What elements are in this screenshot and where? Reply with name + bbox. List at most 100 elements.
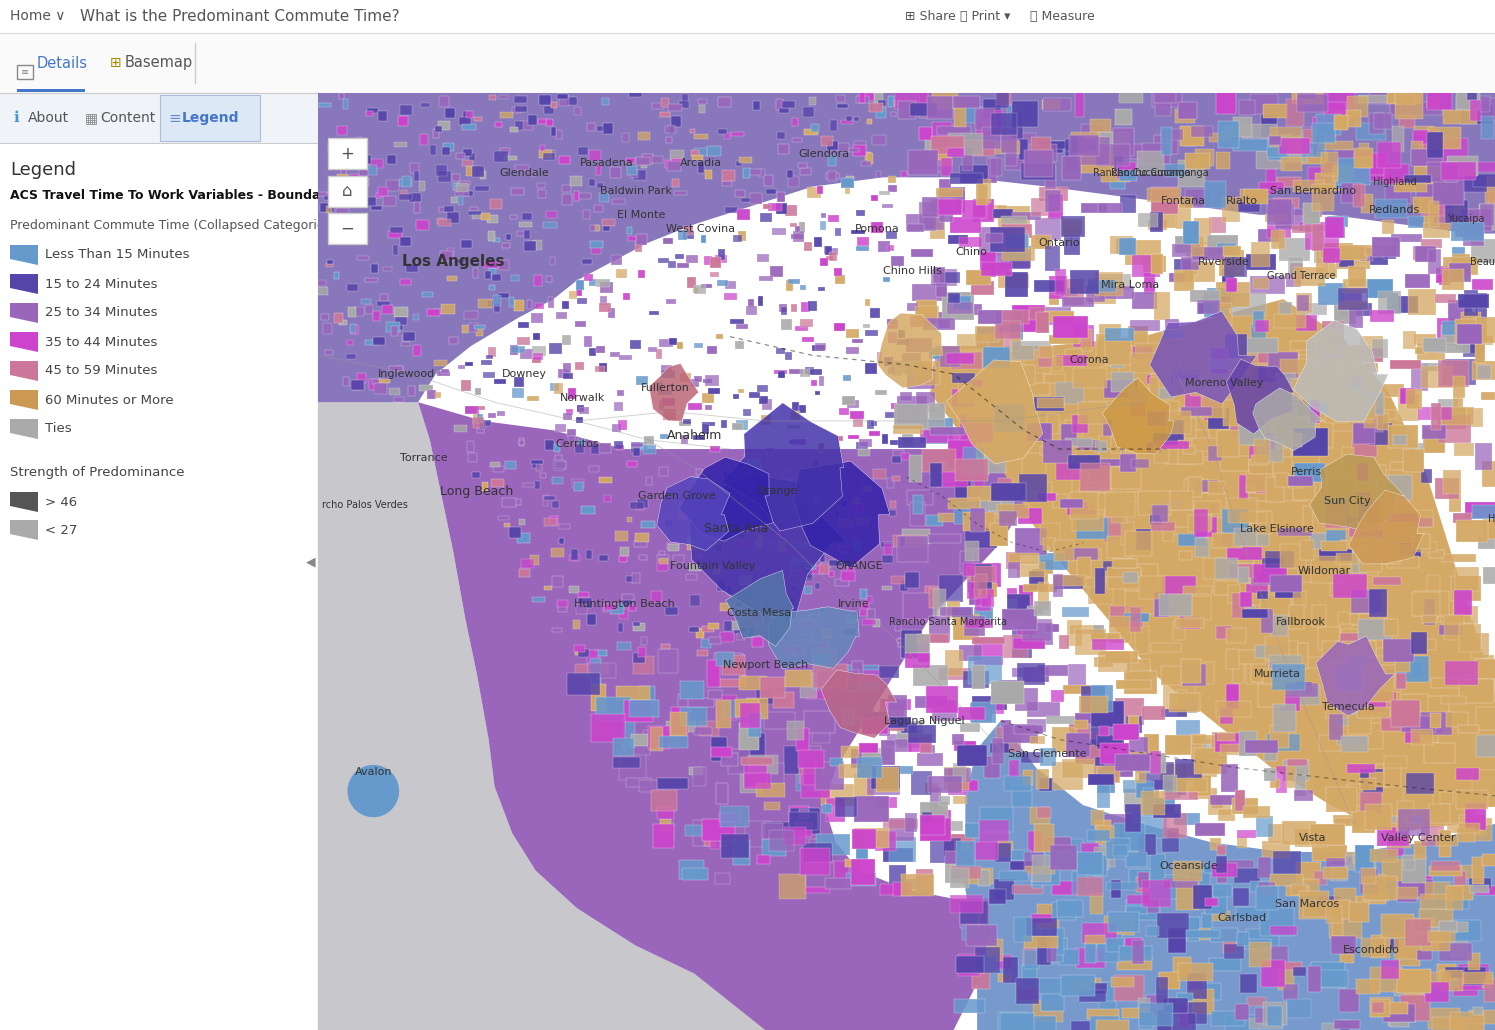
Bar xyxy=(758,169,765,177)
Bar xyxy=(1269,874,1304,886)
Bar xyxy=(1021,752,1044,763)
Bar xyxy=(999,871,1029,881)
Bar xyxy=(1462,819,1492,842)
Text: ⊞: ⊞ xyxy=(111,56,121,70)
Bar xyxy=(1419,909,1453,927)
Bar xyxy=(1441,615,1471,623)
Bar xyxy=(447,212,459,222)
Bar xyxy=(970,703,991,722)
Bar xyxy=(1429,804,1450,823)
Bar xyxy=(682,868,709,880)
Bar xyxy=(954,100,966,127)
Bar xyxy=(1117,163,1136,178)
Bar xyxy=(668,125,674,134)
Bar xyxy=(819,608,827,613)
Text: He: He xyxy=(1489,514,1495,524)
Bar xyxy=(335,313,344,322)
Bar xyxy=(1363,676,1395,702)
Bar xyxy=(1238,836,1247,848)
Text: Irvine: Irvine xyxy=(837,598,870,609)
Bar xyxy=(1032,198,1048,215)
Bar xyxy=(804,367,815,374)
Bar xyxy=(1441,696,1467,703)
Bar xyxy=(849,148,858,152)
Bar xyxy=(1205,393,1221,419)
Bar xyxy=(879,192,890,196)
Bar xyxy=(1444,615,1464,641)
Bar xyxy=(1417,935,1435,946)
Text: Less Than 15 Minutes: Less Than 15 Minutes xyxy=(45,248,190,262)
Bar xyxy=(1177,720,1200,747)
Bar xyxy=(326,350,333,355)
Bar xyxy=(822,474,833,484)
Bar xyxy=(812,537,825,542)
Bar xyxy=(1078,402,1108,423)
Bar xyxy=(552,128,556,136)
Bar xyxy=(1005,273,1027,297)
Bar xyxy=(830,758,843,766)
Bar xyxy=(1109,758,1133,778)
Bar xyxy=(588,662,616,678)
Bar xyxy=(1184,497,1208,506)
Bar xyxy=(873,619,881,627)
Bar xyxy=(828,215,839,221)
Bar xyxy=(806,575,812,579)
Bar xyxy=(692,557,701,563)
Bar xyxy=(1075,714,1094,724)
Bar xyxy=(522,213,532,220)
Bar xyxy=(759,213,773,221)
Bar xyxy=(991,700,1005,714)
Bar xyxy=(1275,474,1289,487)
Bar xyxy=(508,527,520,539)
Bar xyxy=(1118,946,1153,961)
Bar xyxy=(1452,254,1470,278)
Bar xyxy=(722,753,739,765)
Bar xyxy=(795,226,800,232)
Bar xyxy=(495,303,499,312)
Bar xyxy=(616,269,626,278)
Bar xyxy=(1334,888,1356,909)
Bar xyxy=(410,163,419,173)
Bar xyxy=(1271,926,1296,935)
Bar xyxy=(1130,607,1141,632)
Bar xyxy=(1256,1007,1271,1023)
Bar xyxy=(1295,790,1313,801)
Bar xyxy=(0,93,318,143)
Bar xyxy=(1150,876,1184,899)
Bar xyxy=(733,840,750,864)
Bar xyxy=(661,435,668,439)
Bar xyxy=(1438,359,1470,387)
Bar xyxy=(737,511,745,517)
Bar xyxy=(1211,795,1223,809)
Bar xyxy=(1284,683,1317,697)
Bar xyxy=(1296,862,1322,882)
Text: Moreno Valley: Moreno Valley xyxy=(1186,378,1263,388)
Bar xyxy=(474,116,481,121)
Bar xyxy=(626,166,637,175)
Bar xyxy=(1377,142,1401,168)
Bar xyxy=(1245,606,1256,614)
Bar xyxy=(716,700,731,728)
Bar xyxy=(1446,200,1468,222)
Bar xyxy=(1232,593,1245,618)
Bar xyxy=(1069,839,1084,862)
Bar xyxy=(321,314,329,319)
Bar xyxy=(1354,846,1374,872)
Bar xyxy=(888,176,897,182)
Bar xyxy=(1024,852,1045,874)
Text: Legend: Legend xyxy=(10,161,76,179)
Bar xyxy=(1030,806,1051,824)
Bar xyxy=(1063,685,1091,694)
Bar xyxy=(465,192,472,197)
Bar xyxy=(351,379,363,390)
Bar xyxy=(626,158,635,163)
Bar xyxy=(1106,937,1124,952)
Bar xyxy=(335,144,342,153)
Bar xyxy=(718,580,725,590)
Bar xyxy=(1239,512,1266,523)
Bar xyxy=(1348,714,1371,734)
Bar xyxy=(1268,352,1298,378)
Bar xyxy=(1075,549,1100,560)
Bar xyxy=(1426,98,1440,108)
Bar xyxy=(1437,318,1458,345)
